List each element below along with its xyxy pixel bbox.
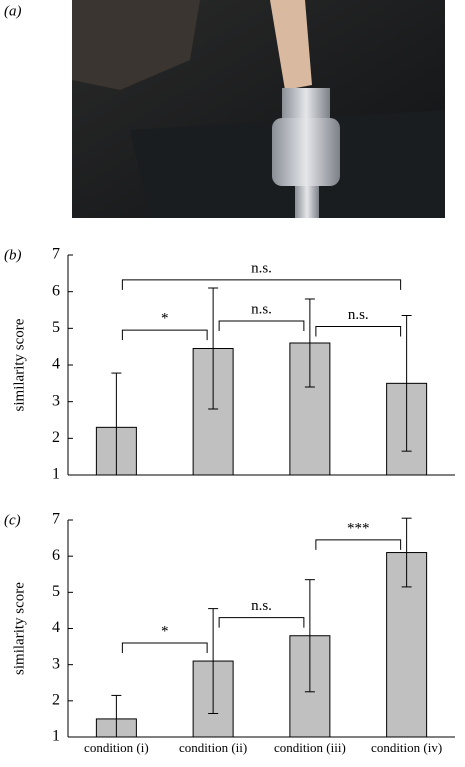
y-tick-label: 5 (52, 319, 60, 336)
y-tick-label: 6 (52, 282, 60, 299)
device-body (272, 118, 340, 186)
device-rod (295, 186, 319, 218)
significance-label: n.s. (251, 301, 272, 317)
significance-label: n.s. (251, 260, 272, 276)
photo (72, 0, 445, 218)
y-tick-label: 3 (52, 655, 60, 672)
significance-bracket (121, 279, 402, 290)
x-tick-label: condition (iii) (274, 740, 346, 755)
x-tick-label: condition (i) (84, 740, 149, 755)
significance-bracket (315, 539, 402, 550)
y-axis-label: similarity score (11, 582, 27, 675)
panel-label: (c) (4, 512, 21, 528)
y-tick-label: 2 (52, 692, 60, 709)
hand (72, 0, 200, 90)
y-tick-label: 7 (52, 246, 60, 263)
significance-bracket (315, 326, 402, 337)
y-tick-label: 7 (52, 511, 60, 528)
y-tick-label: 4 (52, 619, 60, 636)
finger (270, 0, 312, 90)
y-tick-label: 2 (52, 429, 60, 446)
device-top (282, 88, 330, 118)
y-tick-label: 1 (52, 728, 60, 745)
y-axis-label: similarity score (11, 318, 27, 411)
significance-bracket (121, 329, 208, 341)
significance-bracket (218, 617, 305, 628)
x-tick-label: condition (ii) (179, 740, 247, 755)
significance-label: n.s. (348, 307, 369, 323)
y-tick-label: 6 (52, 547, 60, 564)
panel-label: (a) (4, 3, 22, 19)
significance-bracket (218, 320, 305, 331)
panel-label: (b) (4, 247, 22, 263)
y-tick-label: 5 (52, 583, 60, 600)
significance-label: * (161, 623, 169, 639)
significance-label: * (161, 311, 169, 327)
significance-bracket (121, 642, 208, 653)
y-tick-label: 1 (52, 466, 60, 483)
significance-label: *** (347, 520, 370, 536)
significance-label: n.s. (251, 598, 272, 614)
y-tick-label: 3 (52, 392, 60, 409)
y-tick-label: 4 (52, 356, 60, 373)
x-tick-label: condition (iv) (371, 740, 442, 755)
